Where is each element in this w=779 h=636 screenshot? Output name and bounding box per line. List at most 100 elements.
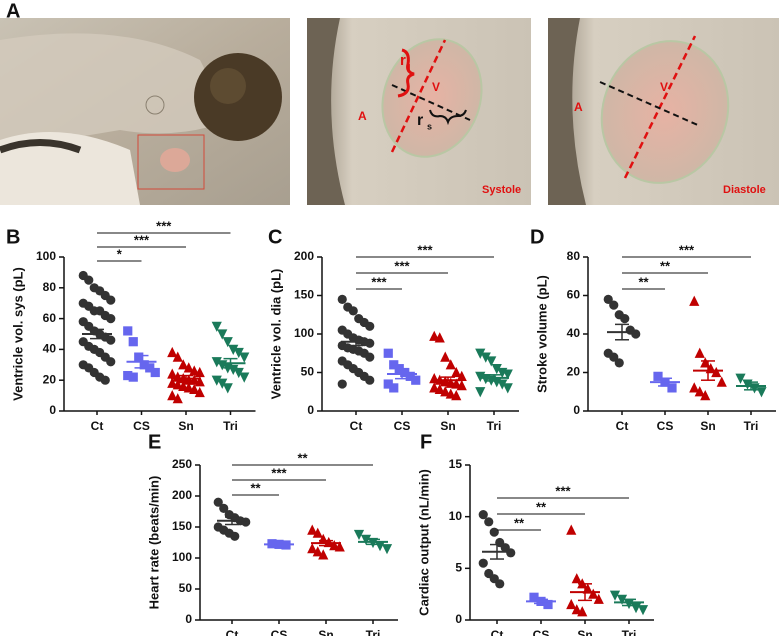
y-tick-label: 20 [43,372,57,386]
data-point [609,300,619,310]
data-point [529,592,539,602]
data-point [106,314,116,324]
data-point [100,375,110,385]
data-point [620,314,630,324]
x-tick-label: CS [657,419,674,433]
data-point [456,379,467,391]
y-tick-label: 40 [567,326,581,340]
diastole-photo [548,18,779,205]
x-tick-label: Ct [91,419,104,433]
y-tick-label: 0 [573,403,580,417]
y-tick-label: 0 [49,403,56,417]
x-tick-label: Ct [491,628,504,636]
data-point [411,375,421,385]
ventricle-label: V [660,80,668,94]
data-point [348,306,358,316]
data-point [172,393,183,404]
x-tick-label: Sn [178,419,193,433]
r-short-label: r [417,112,423,129]
y-tick-label: 0 [455,612,462,626]
data-point [189,383,200,395]
data-point [689,382,700,393]
data-point [480,352,491,363]
significance-label: *** [271,465,287,480]
panel-label: D [530,226,544,248]
data-point [735,373,746,384]
data-point [172,351,183,362]
data-point [213,497,223,507]
atrium-label: A [574,100,583,114]
data-point [694,347,705,358]
data-point [502,369,513,380]
data-point [637,605,649,616]
data-point [434,332,445,343]
x-tick-label: Sn [440,419,455,433]
data-point [478,558,488,568]
data-point [711,366,722,378]
data-point [475,348,486,359]
data-point [239,352,250,363]
data-point [389,383,399,393]
panel-label: A [6,0,20,22]
x-tick-label: Ct [616,419,629,433]
data-point [588,588,599,599]
y-tick-label: 200 [294,249,314,263]
data-point [653,371,663,381]
data-point [603,294,613,304]
significance-label: *** [394,258,410,273]
data-point [475,387,486,398]
y-tick-label: 100 [294,326,314,340]
data-point [194,386,205,398]
significance-label: ** [514,515,525,530]
data-point [593,593,604,604]
r-long-label: r [400,52,406,69]
diastole-caption: Diastole [723,184,766,196]
y-axis-label: Stroke volume (pL) [534,275,549,393]
data-point [667,383,677,393]
data-point [233,347,244,359]
data-point [451,390,462,401]
x-tick-label: Tri [487,419,502,433]
data-point [700,357,711,368]
data-point [478,509,488,520]
significance-label: ** [250,480,261,495]
data-point [334,541,345,552]
significance-label: ** [638,274,649,289]
data-point [312,546,323,557]
data-point [106,335,116,345]
systole-photo [307,18,531,205]
data-point [365,375,375,385]
y-tick-label: 60 [43,311,57,325]
significance-label: *** [156,218,172,233]
data-point [491,364,502,375]
data-point [543,599,553,610]
data-point [337,294,347,304]
significance-label: *** [679,242,695,257]
significance-label: *** [417,242,433,257]
data-point [383,379,393,389]
data-point [312,527,323,538]
data-point [228,344,239,355]
data-point [365,352,375,362]
x-tick-label: Sn [700,419,715,433]
data-point [566,524,577,535]
data-point [631,329,641,339]
data-point [577,606,588,617]
data-point [128,337,138,347]
panel-label: B [6,226,20,248]
data-point [219,503,229,513]
y-tick-label: 0 [185,612,192,626]
r-long-sub: l [408,62,411,72]
data-point [405,371,415,381]
y-tick-label: 150 [172,519,192,533]
data-point [211,357,222,368]
x-tick-label: Tri [744,419,759,433]
significance-label: *** [371,274,387,289]
data-point [134,352,144,362]
x-tick-label: CS [394,419,411,433]
significance-label: ** [536,499,547,514]
data-point [400,367,410,378]
y-tick-label: 100 [172,550,192,564]
significance-label: * [117,246,123,261]
y-axis-label: Cardiac output (nL/min) [416,469,431,616]
